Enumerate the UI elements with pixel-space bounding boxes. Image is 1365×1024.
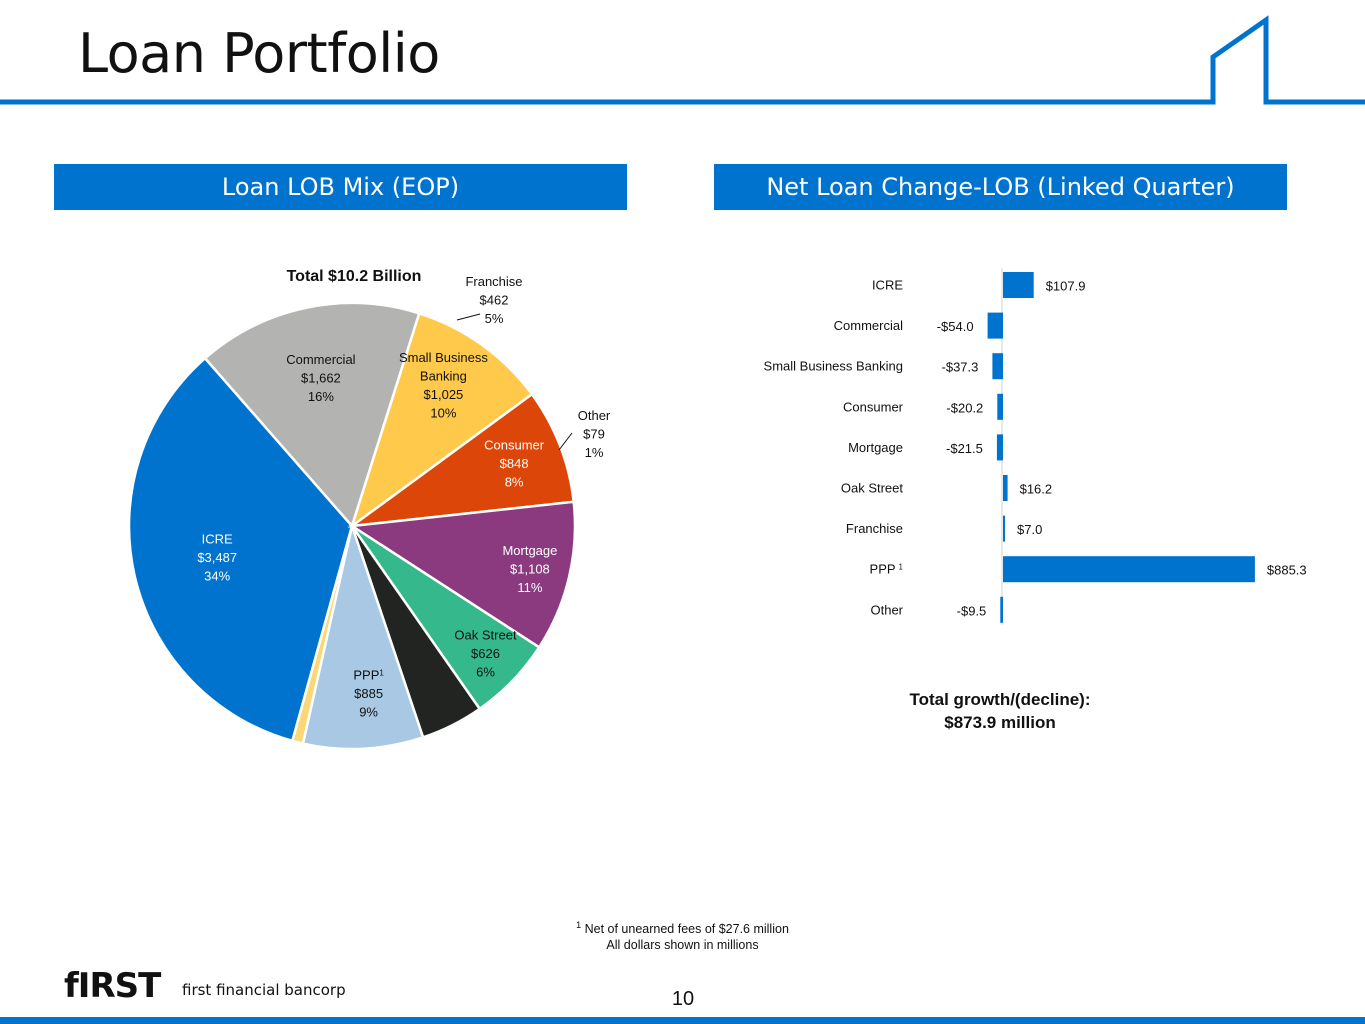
bar-franchise [1003, 515, 1005, 542]
pie-label-commercial: Commercial $1,662 16% [286, 352, 355, 404]
pie-slice-ppp [301, 521, 425, 751]
bar-category-label: ICRE [872, 278, 903, 293]
pie-leader-franchise [456, 313, 481, 321]
pie-label-icre-line: 34% [204, 568, 230, 583]
pie-label-commercial-line: Commercial [286, 352, 355, 367]
pie-label-small-business-banking-line: 10% [430, 405, 456, 420]
pie-label-other: Other $79 1% [578, 408, 611, 460]
bar-oak-street [1003, 475, 1008, 501]
bar-category-label: PPP 1 [870, 562, 904, 577]
bar-small-business-banking [992, 353, 1003, 380]
bar-value-label: -$54.0 [937, 319, 974, 334]
bar-value-label: $885.3 [1267, 563, 1307, 578]
footer-rule [0, 1017, 1365, 1024]
pie-label-consumer-line: 8% [505, 475, 524, 490]
pie-label-commercial-line: $1,662 [301, 371, 341, 386]
pie-label-mortgage-line: $1,108 [510, 561, 550, 576]
bar-ppp [1003, 556, 1255, 583]
pie-label-ppp-line: PPP1 [353, 668, 384, 683]
bar-category-label: Small Business Banking [764, 359, 903, 374]
pie-slice-mortgage [348, 500, 577, 650]
footnote-text: Net of unearned fees of $27.6 million [584, 922, 789, 937]
pie-label-oak-street: Oak Street $626 6% [454, 628, 517, 680]
pie-slice-consumer [347, 392, 576, 528]
bar-value-label: -$9.5 [957, 603, 987, 618]
bar-mortgage [996, 434, 1003, 461]
pie-label-mortgage-line: Mortgage [502, 543, 557, 558]
footnote-marker: 1 [576, 920, 582, 930]
footnote: 1 Net of unearned fees of $27.6 million … [500, 917, 865, 953]
bar-value-label: -$21.5 [946, 441, 983, 456]
bar-category-label: Mortgage [848, 440, 903, 455]
pie-label-small-business-banking-line: Banking [420, 368, 467, 383]
bar-other [1000, 596, 1003, 623]
bar-category-label: Consumer [843, 399, 904, 414]
pie-label-icre-line: $3,487 [197, 550, 237, 565]
pie-label-oak-street-line: 6% [476, 665, 495, 680]
bar-value-label: $16.2 [1020, 482, 1053, 497]
total-growth-summary: Total growth/(decline): $873.9 million [860, 688, 1140, 734]
header-rule-with-building-icon [0, 15, 1365, 105]
bar-category-label: Other [870, 602, 903, 617]
pie-label-icre-line: ICRE [202, 531, 233, 546]
change-panel-header: Net Loan Change-LOB (Linked Quarter) [714, 164, 1287, 210]
pie-leader-other [558, 432, 573, 451]
bar-icre [1003, 272, 1034, 298]
pie-label-consumer-line: Consumer [484, 438, 545, 453]
bar-value-label: $7.0 [1017, 522, 1042, 537]
bar-consumer [997, 393, 1003, 420]
pie-label-ppp-line: 9% [359, 705, 378, 720]
pie-slice-commercial [203, 301, 421, 529]
bar-commercial [987, 312, 1003, 339]
company-name: first financial bancorp [182, 981, 346, 999]
pie-label-oak-street-line: $626 [471, 646, 500, 661]
pie-label-franchise-line: $462 [480, 293, 509, 308]
company-logo: fIRST [64, 966, 161, 1006]
bar-value-label: -$20.2 [946, 400, 983, 415]
total-growth-value: $873.9 million [944, 713, 1056, 732]
page-number: 10 [671, 988, 695, 1010]
pie-label-consumer-line: $848 [500, 456, 529, 471]
pie-chart-title: Total $10.2 Billion [287, 268, 422, 285]
bar-category-label: Franchise [846, 521, 903, 536]
pie-label-oak-street-line: Oak Street [454, 628, 517, 643]
pie-slice-icre [127, 356, 354, 743]
pie-label-mortgage: Mortgage $1,108 11% [502, 543, 557, 595]
pie-slice-small-business-banking [349, 311, 534, 530]
footnote-note: All dollars shown in millions [606, 938, 759, 953]
bar-category-label: Commercial [834, 318, 903, 333]
charts-canvas: Total $10.2 Billion ICRE $3,487 34% Commerc… [127, 268, 1307, 751]
pie-label-franchise-line: Franchise [465, 274, 522, 289]
pie-label-small-business-banking: Small Business Banking $1,025 10% [399, 350, 488, 421]
pie-label-small-business-banking-line: $1,025 [424, 387, 464, 402]
pie-label-consumer: Consumer $848 8% [484, 438, 545, 490]
total-growth-label: Total growth/(decline): [909, 690, 1091, 709]
bar-category-label: Oak Street [841, 481, 904, 496]
pie-label-franchise-line: 5% [485, 311, 504, 326]
page-title: Loan Portfolio [78, 22, 440, 85]
mix-panel-header: Loan LOB Mix (EOP) [54, 164, 627, 210]
pie-label-franchise: Franchise $462 5% [465, 274, 522, 326]
pie-label-other-line: $79 [583, 427, 605, 442]
pie-slice-other [290, 525, 354, 746]
bar-value-label: -$37.3 [942, 360, 979, 375]
pie-label-other-line: Other [578, 408, 611, 423]
bar-value-label: $107.9 [1046, 279, 1086, 294]
pie-label-icre: ICRE $3,487 34% [197, 531, 237, 583]
pie-label-commercial-line: 16% [308, 389, 334, 404]
pie-label-ppp-line: $885 [354, 686, 383, 701]
pie-label-mortgage-line: 11% [517, 580, 542, 595]
pie-label-ppp: PPP1 $885 9% [353, 668, 384, 720]
pie-label-small-business-banking-line: Small Business [399, 350, 488, 365]
pie-label-other-line: 1% [585, 445, 604, 460]
